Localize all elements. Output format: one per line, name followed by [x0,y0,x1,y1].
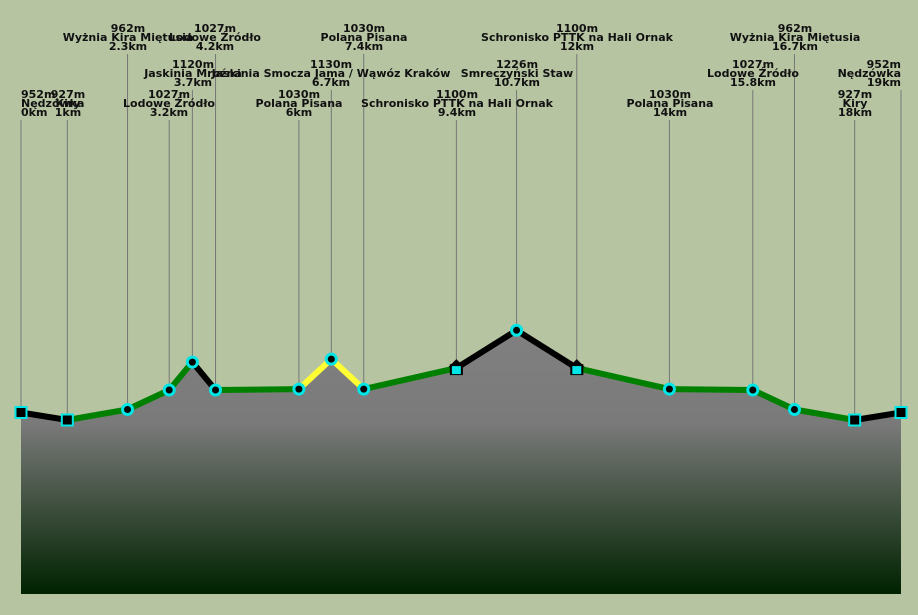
distance-label: 15.8km [730,76,776,89]
route-segment-green [791,406,858,423]
waypoint-marker [662,382,676,396]
waypoint-name-label: Lodowe Źródło [707,67,799,80]
distance-label: 14km [653,106,687,119]
elevation-label: 1120m [172,58,214,71]
waypoint-marker [746,383,760,397]
trailhead-marker [894,406,908,419]
elevation-label: 1030m [278,88,320,101]
elevation-fill [21,330,901,594]
distance-label: 1km [55,106,81,119]
elevation-label: 1027m [194,22,236,35]
waypoint-name-label: Nędzówka [21,97,84,110]
elevation-label: 1226m [496,58,538,71]
elevation-label: 1130m [310,58,352,71]
distance-label: 3.7km [174,76,212,89]
distance-label: 2.3km [109,40,147,53]
distance-label: 3.2km [150,106,188,119]
waypoint-marker [787,403,801,416]
route-segment-black [453,327,520,372]
waypoint-name-label: Nędzówka [838,67,901,80]
elevation-label: 1027m [732,58,774,71]
waypoint-name-label: Schronisko PTTK na Hali Ornak [481,31,674,44]
route-segment-green [573,365,673,393]
waypoint-marker [121,403,135,416]
waypoint-name-label: Wyżnia Kira Miętusia [63,31,194,44]
waypoint-marker [357,382,371,396]
waypoint-name-label: Smreczyński Staw [461,67,573,80]
distance-label: 18km [838,106,872,119]
waypoint-name-label: Lodowe Źródło [169,31,261,44]
elevation-label: 1030m [343,22,385,35]
waypoint-name-label: Kiry [56,97,81,110]
route-segment-green [212,386,302,393]
trailhead-marker [14,406,28,419]
waypoint-marker [209,383,223,397]
waypoint-name-label: Schronisko PTTK na Hali Ornak [361,97,554,110]
elevation-label: 1100m [436,88,478,101]
distance-label: 7.4km [345,40,383,53]
waypoint-marker [162,383,176,397]
elevation-label: 927m [51,88,85,101]
waypoint-marker [324,352,338,366]
route-segment-yellow [328,356,367,393]
elevation-label: 1027m [148,88,190,101]
route-segment-black [18,409,71,423]
hut-marker [448,359,465,376]
distance-label: 12km [560,40,594,53]
route-segment-green [64,406,131,423]
elevation-label: 1100m [556,22,598,35]
trailhead-marker [848,413,862,427]
elevation-area [21,330,901,594]
elevation-label: 952m [21,88,55,101]
distance-label: 9.4km [438,106,476,119]
distance-label: 4.2km [196,40,234,53]
waypoint-marker [185,355,199,369]
waypoint-name-label: Polana Pisana [627,97,714,110]
waypoint-name-label: Polana Pisana [256,97,343,110]
distance-label: 16.7km [772,40,818,53]
route-segment-green [360,365,460,393]
distance-label: 6km [286,106,312,119]
distance-label: 0km [21,106,47,119]
distance-label: 10.7km [494,76,540,89]
distance-label: 19km [867,76,901,89]
elevation-label: 962m [778,22,812,35]
waypoint-name-label: Jaskinia Mroźna [143,67,242,80]
route-segment-green [666,386,756,393]
elevation-label: 952m [867,58,901,71]
guide-lines [20,54,902,420]
elevation-label: 962m [111,22,145,35]
waypoint-name-label: Lodowe Źródło [123,97,215,110]
waypoint-marker [510,323,524,337]
waypoint-markers [14,323,908,427]
hut-marker [568,359,585,376]
trailhead-marker [60,413,74,427]
elevation-label: 927m [838,88,872,101]
route-segment-yellow [295,356,335,393]
waypoint-name-label: Jaskinia Smocza Jama / Wąwóz Kraków [211,67,451,80]
route-segment-black [513,327,580,372]
waypoint-name-label: Wyżnia Kira Miętusia [730,31,861,44]
distance-label: 6.7km [312,76,350,89]
route-segment-green [124,387,173,413]
elevation-label: 1030m [649,88,691,101]
waypoint-name-label: Polana Pisana [321,31,408,44]
waypoint-marker [292,382,306,396]
route-segment-black [851,409,904,423]
waypoint-name-label: Kiry [843,97,868,110]
route-segment-green [749,387,798,413]
